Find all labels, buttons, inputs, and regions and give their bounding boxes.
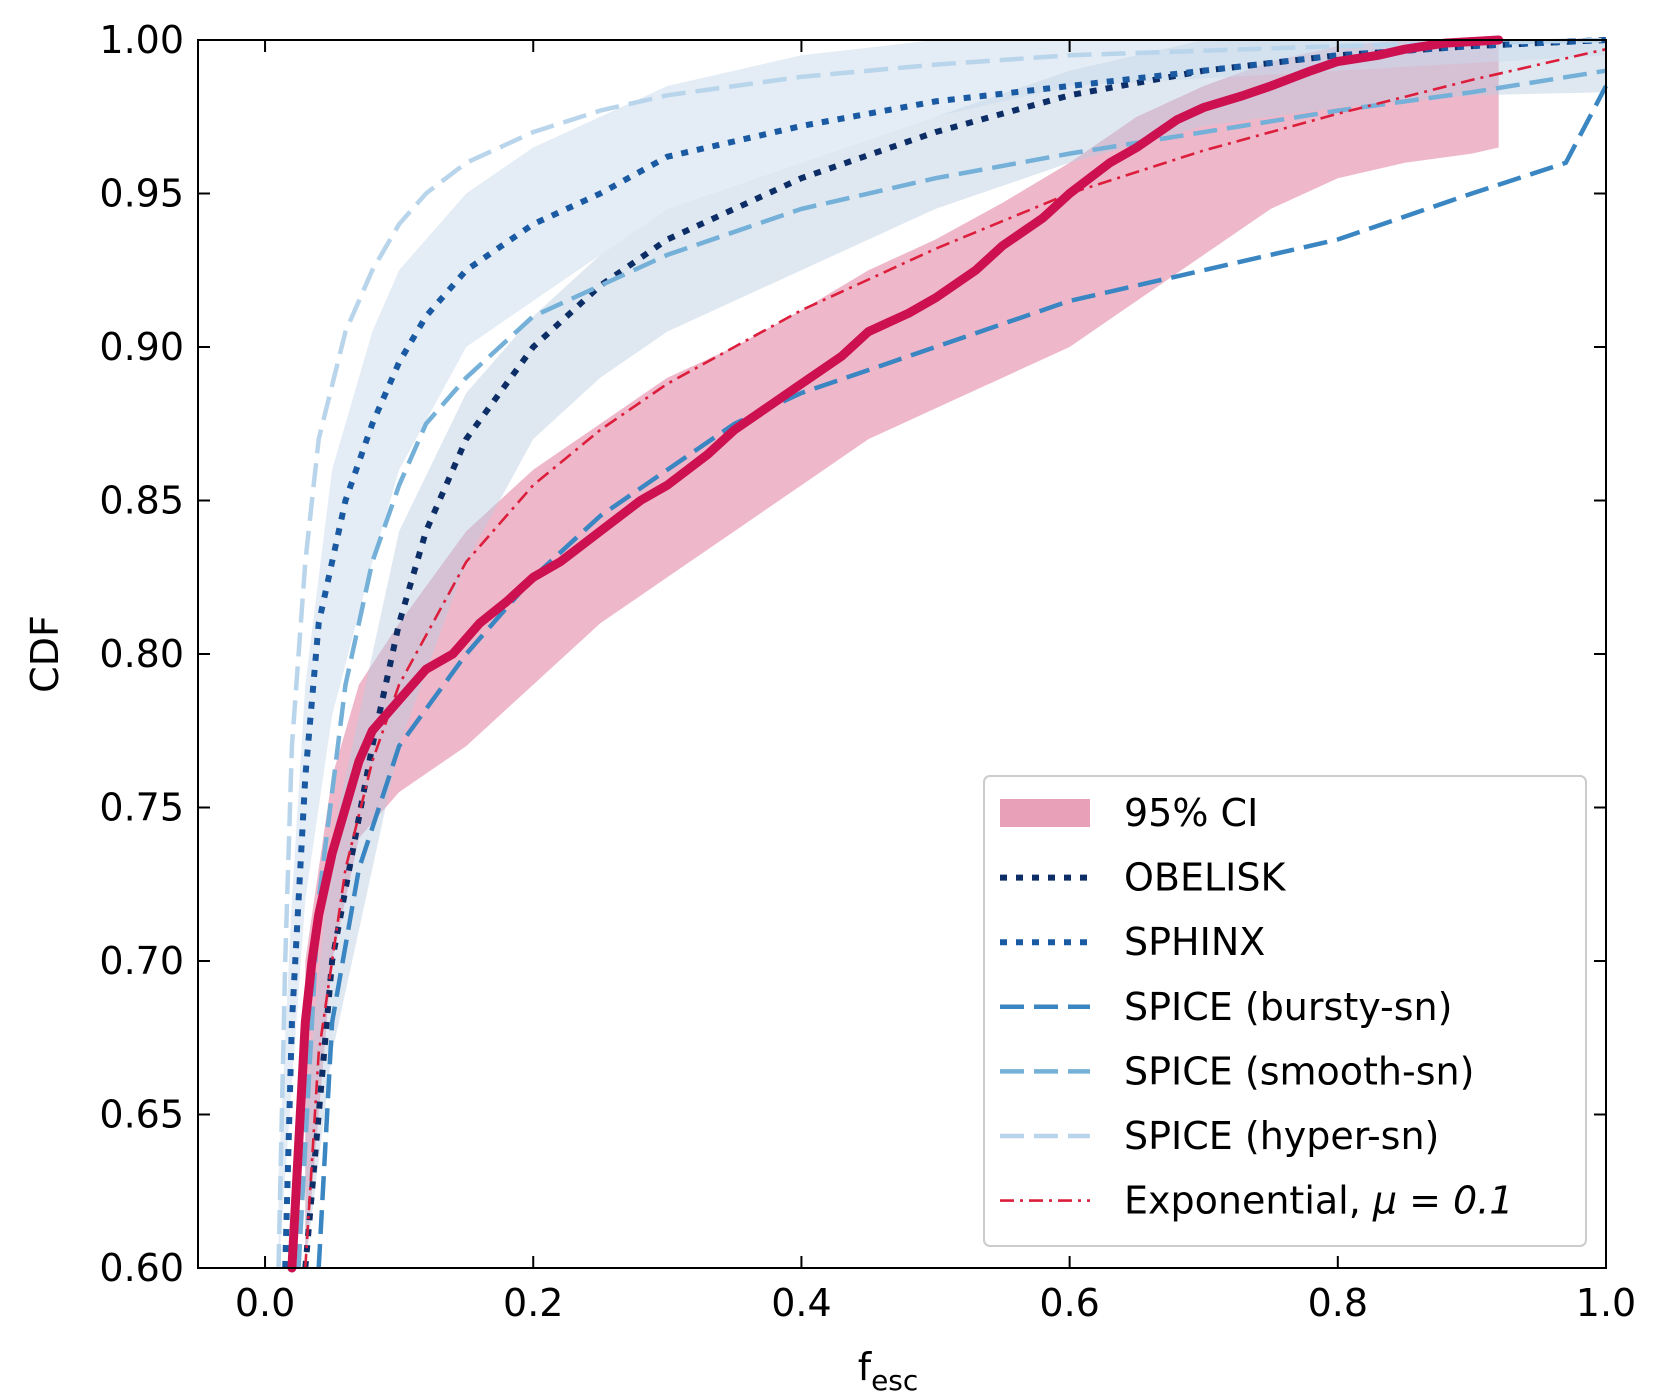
bands-layer — [278, 40, 1606, 1268]
legend-label-text: SPICE (smooth-sn) — [1124, 1049, 1474, 1093]
y-tick-label: 0.60 — [99, 1246, 184, 1290]
series-line-exponential-0-1 — [304, 47, 1607, 1269]
y-tick-label: 0.85 — [99, 479, 184, 523]
x-tick-label: 0.8 — [1308, 1281, 1368, 1325]
legend-items: 95% CI OBELISK SPHINX SPICE (bursty-sn) SPIC… — [1000, 791, 1513, 1223]
y-tick-label: 0.70 — [99, 939, 184, 983]
series-layer — [276, 35, 1608, 1273]
legend-label-text: OBELISK — [1124, 856, 1286, 900]
x-tick-label: 0.0 — [235, 1281, 295, 1325]
series-line-sphinx — [282, 37, 1607, 1269]
y-tick-labels: 0.60 0.65 0.70 0.75 0.80 0.85 0.90 0.95 1.00 — [99, 18, 184, 1290]
y-tick-label: 1.00 — [99, 18, 184, 62]
y-axis-title: CDF — [23, 615, 67, 693]
band-0 — [305, 40, 1499, 1268]
legend-label: SPICE (hyper-sn) — [1124, 1114, 1439, 1158]
legend-label-text: SPICE (bursty-sn) — [1124, 985, 1452, 1029]
x-tick-labels: 0.0 0.2 0.4 0.6 0.8 1.0 — [235, 1281, 1636, 1325]
x-axis-title-subscript: esc — [871, 1364, 918, 1397]
series-line-obelisk — [302, 37, 1607, 1269]
legend-label-text: SPHINX — [1124, 920, 1265, 964]
legend: 95% CI OBELISK SPHINX SPICE (bursty-sn) SPIC… — [983, 775, 1587, 1247]
x-axis-title: fesc — [858, 1345, 919, 1397]
x-tick-label: 0.2 — [503, 1281, 563, 1325]
series-line-median-cdf — [287, 35, 1504, 1273]
y-tick-label: 0.95 — [99, 172, 184, 216]
x-tick-label: 1.0 — [1576, 1281, 1636, 1325]
legend-swatch-band — [1000, 799, 1090, 827]
series-line-spice-bursty-sn- — [316, 84, 1608, 1269]
legend-label-text: 95% CI — [1124, 791, 1258, 835]
y-tick-label: 0.75 — [99, 786, 184, 830]
legend-label: OBELISK — [1124, 856, 1286, 900]
band-1 — [305, 40, 1606, 1268]
y-tick-label: 0.65 — [99, 1093, 184, 1137]
y-tick-label: 0.90 — [99, 325, 184, 369]
legend-label: SPICE (smooth-sn) — [1124, 1049, 1474, 1093]
legend-label: 95% CI — [1124, 791, 1258, 835]
legend-label-text: Exponential, — [1124, 1179, 1373, 1223]
x-tick-label: 0.4 — [771, 1281, 831, 1325]
series-line-spice-smooth-sn- — [296, 68, 1607, 1269]
legend-label: SPHINX — [1124, 920, 1265, 964]
legend-label: Exponential, μ = 0.1 — [1124, 1179, 1513, 1223]
y-tick-label: 0.80 — [99, 632, 184, 676]
legend-label: SPICE (bursty-sn) — [1124, 985, 1452, 1029]
legend-box — [983, 775, 1587, 1247]
legend-label-text: SPICE (hyper-sn) — [1124, 1114, 1439, 1158]
series-line-spice-hyper-sn- — [276, 37, 1607, 1269]
ticks-layer — [198, 39, 1607, 1269]
x-tick-label: 0.6 — [1039, 1281, 1099, 1325]
legend-label-math: μ = 0.1 — [1372, 1179, 1514, 1223]
